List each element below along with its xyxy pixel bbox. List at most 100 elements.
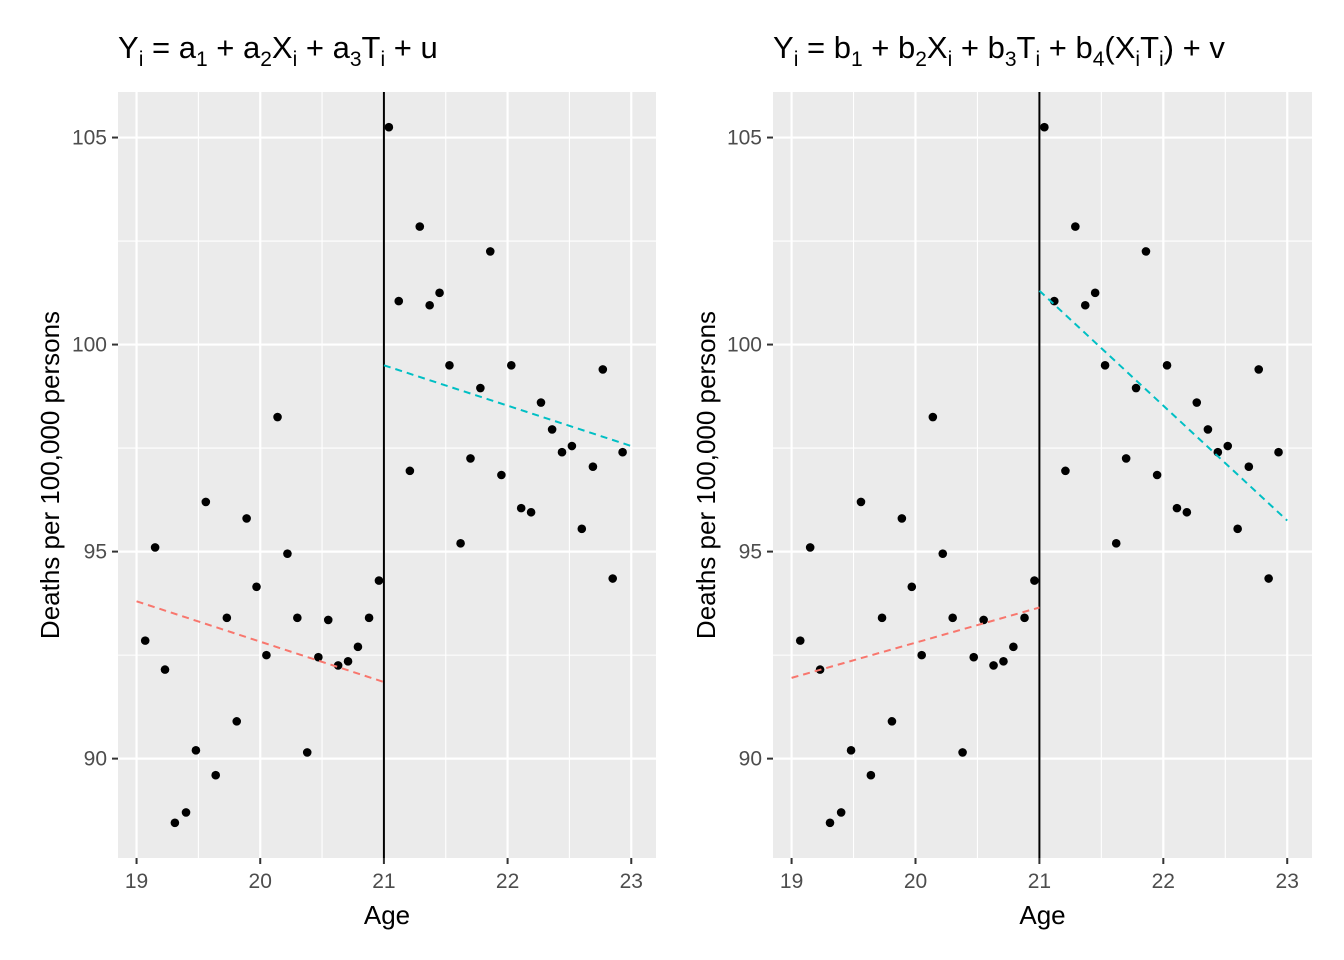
y-tick-label: 105 (727, 127, 762, 150)
data-point (293, 613, 302, 623)
data-point (1071, 222, 1080, 231)
x-tick-label: 19 (780, 870, 803, 893)
data-point (384, 122, 394, 132)
data-point (1264, 574, 1273, 583)
data-point (262, 650, 271, 660)
data-point (222, 613, 232, 623)
title-text: = b (798, 30, 851, 65)
y-tick-label: 95 (739, 541, 762, 564)
data-point (1203, 425, 1213, 434)
data-point (273, 412, 282, 422)
data-point (466, 454, 475, 463)
data-point (557, 447, 567, 457)
panel-2: 19 20 21 22 23 90 95 100 105 Age Deaths per 100,00… (691, 30, 1312, 930)
data-point (445, 360, 454, 370)
title-subscript: i (948, 48, 953, 71)
x-tick-label: 22 (1152, 870, 1175, 893)
x-tick-label: 23 (620, 870, 643, 893)
title-text: + u (385, 30, 438, 65)
data-point (577, 524, 587, 534)
y-axis-title: Deaths per 100,000 persons (691, 311, 721, 639)
y-tick-label: 100 (72, 334, 107, 357)
y-tick-label: 100 (727, 334, 762, 357)
x-tick-label: 20 (249, 870, 272, 893)
title-text: + b (952, 30, 1005, 65)
data-point (456, 539, 465, 548)
data-point (928, 412, 938, 422)
data-point (364, 613, 374, 623)
title-subscript: i (293, 48, 298, 71)
data-point (618, 447, 627, 457)
title-text: + b (1040, 30, 1093, 65)
fit-line-below-cutoff (136, 600, 385, 683)
title-subscript: i (1135, 48, 1140, 71)
title-text: + b (863, 30, 916, 65)
title-subscript: i (794, 48, 799, 71)
data-point (1244, 462, 1254, 472)
y-tick-label: 95 (84, 541, 107, 564)
data-point (1254, 365, 1264, 374)
title-subscript: 1 (196, 48, 208, 71)
data-point (846, 746, 856, 755)
data-point (1192, 398, 1202, 407)
x-axis-title: Age (1019, 900, 1065, 930)
data-point (1061, 466, 1070, 476)
data-point (435, 288, 444, 298)
data-point (302, 748, 312, 757)
data-point (547, 425, 557, 434)
title-subscript: 2 (260, 48, 272, 71)
x-tick-label: 21 (1028, 870, 1051, 893)
data-point (211, 770, 221, 780)
data-point (907, 582, 917, 592)
data-point (1080, 300, 1090, 310)
title-subscript: 2 (915, 48, 927, 71)
data-point (1141, 247, 1151, 256)
data-point (343, 657, 353, 666)
data-point (917, 650, 926, 660)
data-point (795, 636, 805, 645)
data-point (333, 661, 343, 670)
title-text: T (1017, 30, 1036, 65)
data-point (506, 360, 516, 370)
data-point (1100, 360, 1110, 370)
data-point (1172, 503, 1182, 513)
title-text: Y (773, 30, 794, 65)
data-point (969, 652, 979, 662)
plot-title: Yi = a1 + a2Xi + a3Ti + u (118, 30, 438, 71)
data-point (877, 613, 887, 623)
title-text: X (272, 30, 293, 65)
fit-line-above-cutoff (1038, 290, 1288, 522)
data-point (353, 642, 363, 652)
data-point (314, 652, 323, 662)
data-point (476, 383, 485, 393)
data-point (160, 665, 170, 674)
data-point (425, 300, 434, 310)
x-tick-label: 23 (1276, 870, 1299, 893)
plot-background (773, 92, 1312, 858)
y-tick-label: 90 (739, 748, 762, 771)
data-point (979, 615, 988, 625)
data-point (1131, 383, 1141, 393)
data-point (536, 398, 546, 407)
data-point (283, 549, 292, 558)
title-text: T (1140, 30, 1159, 65)
fit-line-above-cutoff (383, 364, 632, 447)
data-point (866, 770, 876, 780)
data-point (1182, 507, 1192, 517)
title-subscript: i (1035, 48, 1040, 71)
title-subscript: 3 (350, 48, 362, 71)
y-axis-title: Deaths per 100,000 persons (35, 311, 65, 639)
y-tick-label: 105 (72, 127, 107, 150)
plot-background (118, 92, 656, 858)
data-point (405, 466, 415, 476)
x-tick-label: 20 (904, 870, 927, 893)
x-tick-label: 21 (372, 870, 395, 893)
data-point (394, 296, 404, 306)
title-text: + a (297, 30, 350, 65)
title-text: = a (143, 30, 196, 65)
title-text: X (927, 30, 948, 65)
data-point (989, 661, 998, 670)
data-point (1274, 447, 1283, 457)
